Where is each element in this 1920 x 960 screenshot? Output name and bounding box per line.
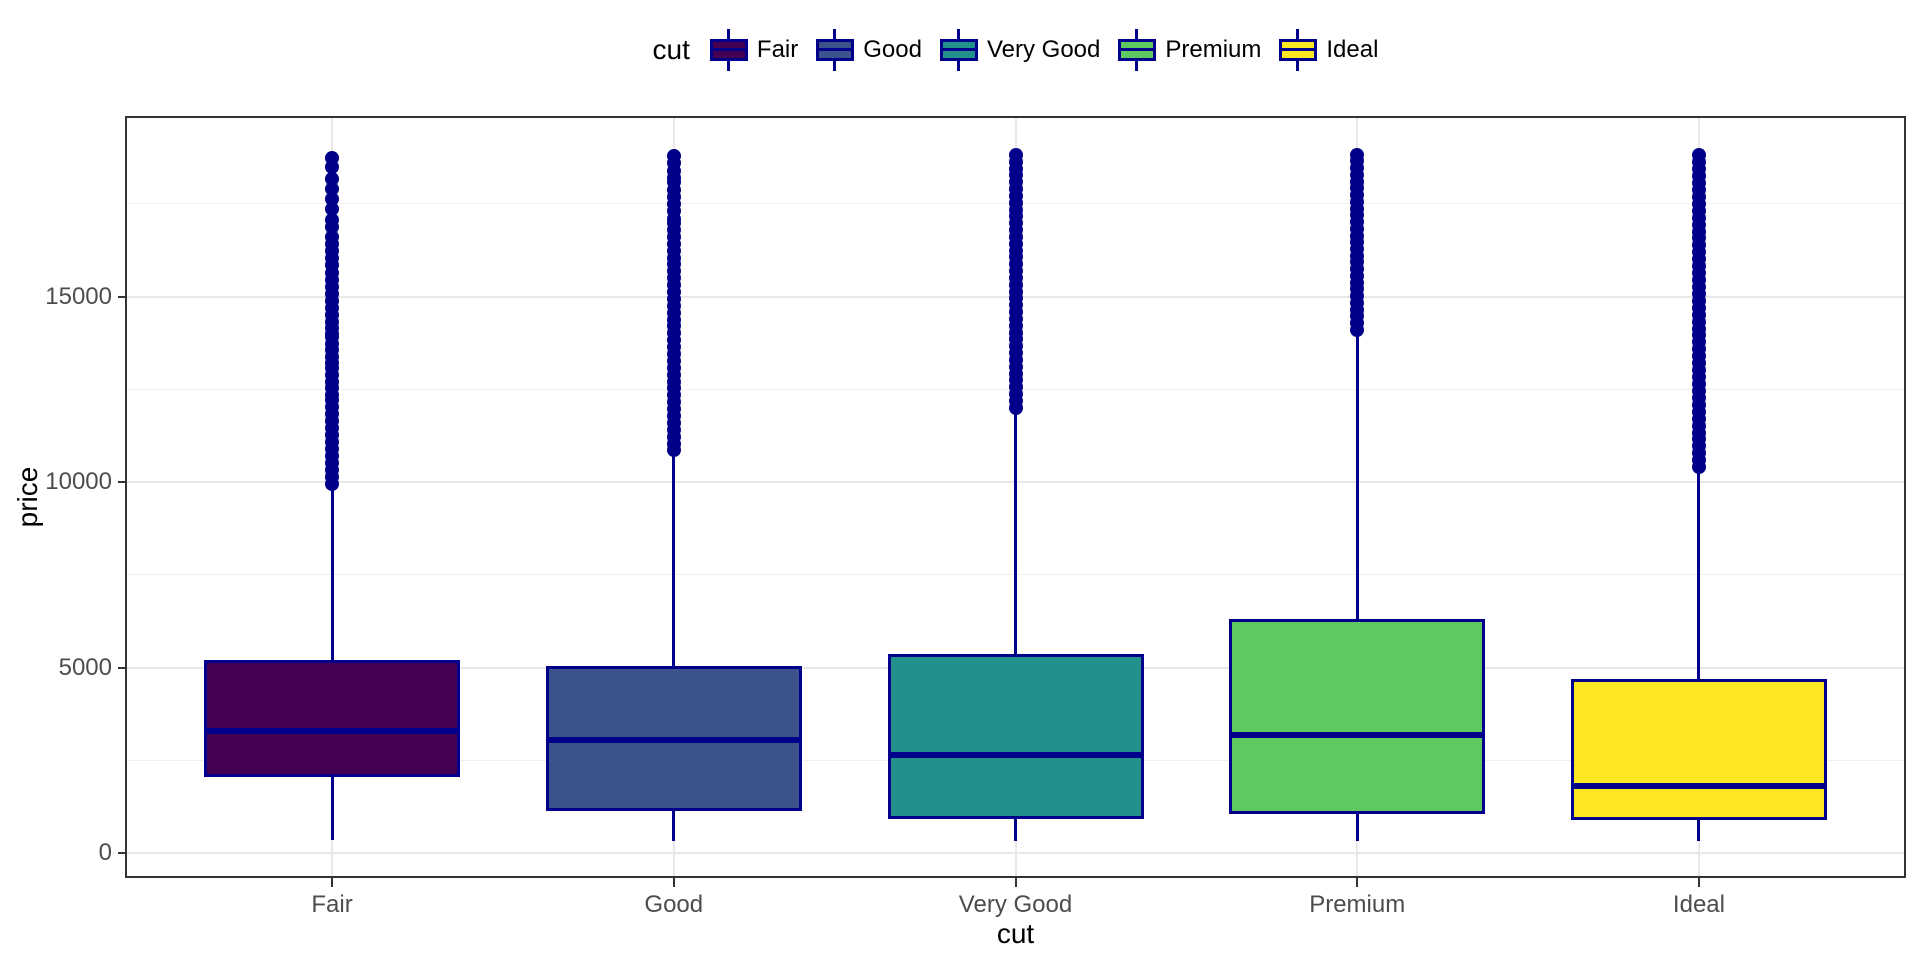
box-rect — [887, 653, 1144, 820]
outlier-dot — [666, 148, 681, 163]
legend-key-boxplot-icon — [816, 29, 855, 71]
y-axis-tick-label: 5000 — [58, 653, 112, 681]
legend-key-boxplot-icon — [1118, 29, 1157, 71]
whisker-line-lower — [1355, 814, 1359, 841]
x-axis-tick-mark — [1014, 878, 1017, 887]
legend-item-label: Good — [863, 36, 922, 63]
x-axis-tick-mark — [1356, 878, 1359, 887]
plot-panel — [127, 118, 1904, 876]
outlier-dot — [1350, 147, 1365, 162]
outlier-dot — [1691, 148, 1706, 163]
box-rect — [1570, 679, 1827, 821]
box-rect — [204, 659, 461, 777]
y-axis-tick-label: 15000 — [45, 282, 112, 310]
outlier-dot — [325, 160, 340, 175]
outlier-dot — [1008, 147, 1023, 162]
legend-item: Ideal — [1279, 29, 1378, 71]
whisker-line-upper — [672, 450, 676, 667]
whisker-line-lower — [1014, 819, 1017, 841]
y-axis-tick-label: 0 — [98, 839, 112, 866]
box-rect — [1229, 619, 1486, 815]
x-axis-tick-label: Premium — [1309, 891, 1406, 918]
x-axis-tick-label: Very Good — [958, 891, 1073, 918]
whisker-line-upper — [330, 485, 334, 660]
y-axis-title: price — [12, 466, 43, 528]
median-line — [887, 751, 1144, 758]
legend-item-label: Ideal — [1326, 36, 1379, 63]
legend: cut Fair Good Very Good Premium Ideal — [127, 26, 1904, 74]
legend-key-median — [1120, 48, 1155, 51]
whisker-line-upper — [1697, 468, 1701, 680]
outlier-dot — [325, 219, 340, 234]
x-axis-tick-mark — [1697, 878, 1700, 887]
whisker-line-lower — [330, 776, 334, 841]
outlier-dot — [325, 201, 340, 216]
whisker-line-lower — [1697, 820, 1701, 841]
legend-key-boxplot-icon — [1279, 29, 1318, 71]
median-line — [1229, 731, 1486, 738]
median-line — [1570, 782, 1827, 789]
legend-item-label: Fair — [756, 36, 799, 63]
whisker-line-upper — [1355, 328, 1359, 620]
y-axis-tick-mark — [118, 481, 127, 483]
legend-item: Very Good — [939, 29, 1101, 71]
legend-title: cut — [652, 34, 690, 65]
y-axis-tick-mark — [118, 666, 127, 669]
legend-key-median — [1281, 48, 1316, 51]
x-axis-title: cut — [996, 918, 1035, 949]
y-axis-tick-mark — [118, 295, 127, 298]
legend-key-median — [711, 48, 746, 51]
outlier-dot — [325, 230, 340, 245]
legend-item-label: Very Good — [986, 36, 1101, 63]
median-line — [204, 728, 461, 735]
whisker-line-lower — [672, 810, 676, 841]
whisker-line-upper — [1014, 407, 1017, 654]
legend-key-boxplot-icon — [939, 29, 978, 71]
legend-item-label: Premium — [1165, 36, 1262, 63]
x-axis-tick-mark — [331, 878, 334, 887]
x-axis-tick-label: Ideal — [1672, 891, 1725, 918]
median-line — [545, 736, 802, 743]
legend-key-boxplot-icon — [709, 29, 748, 71]
x-axis-tick-label: Fair — [311, 891, 353, 918]
x-axis-tick-label: Good — [644, 891, 704, 918]
legend-item: Premium — [1118, 29, 1261, 71]
x-axis-tick-mark — [672, 878, 675, 887]
legend-key-median — [941, 48, 976, 51]
legend-key-median — [818, 48, 853, 51]
legend-item: Fair — [709, 29, 799, 71]
y-axis-tick-label: 10000 — [45, 468, 112, 495]
y-axis-tick-mark — [118, 852, 127, 854]
legend-item: Good — [816, 29, 922, 71]
